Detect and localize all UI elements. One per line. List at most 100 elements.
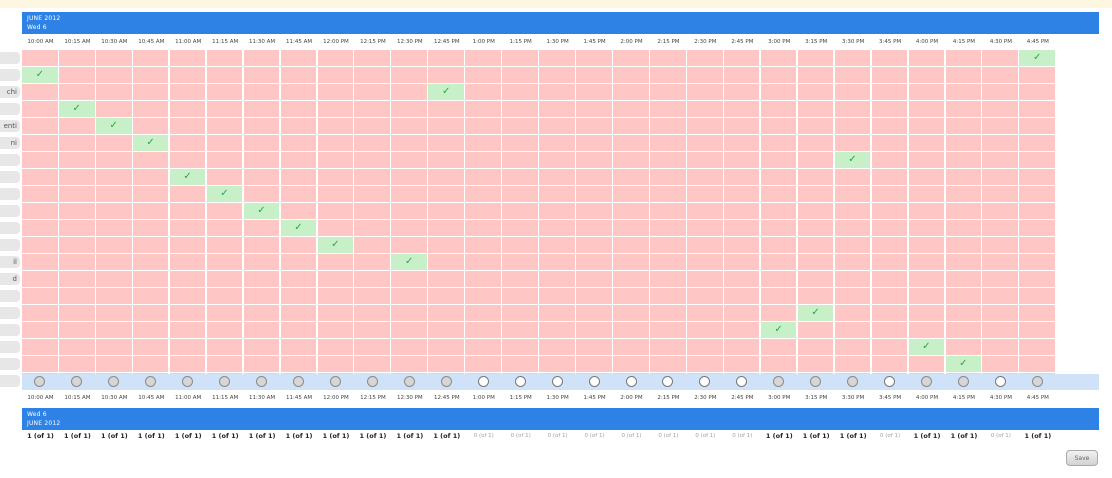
unavailable-cell[interactable] [649, 118, 686, 134]
unavailable-cell[interactable] [613, 186, 649, 202]
unavailable-cell[interactable] [243, 169, 280, 185]
time-radio-filled[interactable] [957, 376, 969, 387]
unavailable-cell[interactable] [613, 288, 649, 304]
unavailable-cell[interactable] [22, 339, 58, 355]
unavailable-cell[interactable] [243, 135, 280, 151]
unavailable-cell[interactable] [982, 118, 1019, 134]
unavailable-cell[interactable] [760, 339, 797, 355]
participant-row-label[interactable] [0, 154, 20, 166]
unavailable-cell[interactable] [243, 118, 280, 134]
time-radio-filled[interactable] [921, 376, 933, 387]
time-radio-filled[interactable] [440, 376, 452, 387]
participant-row-label[interactable] [0, 290, 20, 302]
unavailable-cell[interactable] [871, 254, 908, 270]
unavailable-cell[interactable] [280, 169, 317, 185]
unavailable-cell[interactable] [760, 305, 797, 321]
unavailable-cell[interactable] [58, 305, 95, 321]
unavailable-cell[interactable] [317, 254, 354, 270]
unavailable-cell[interactable] [280, 186, 317, 202]
unavailable-cell[interactable] [465, 50, 501, 66]
unavailable-cell[interactable] [169, 322, 206, 338]
unavailable-cell[interactable] [502, 322, 538, 338]
unavailable-cell[interactable] [132, 50, 169, 66]
time-radio-empty[interactable] [588, 376, 600, 387]
unavailable-cell[interactable] [280, 84, 317, 100]
unavailable-cell[interactable] [576, 50, 612, 66]
unavailable-cell[interactable] [649, 203, 686, 219]
unavailable-cell[interactable] [391, 169, 428, 185]
participant-row-label[interactable] [0, 239, 20, 251]
unavailable-cell[interactable] [243, 356, 280, 372]
unavailable-cell[interactable] [871, 322, 908, 338]
unavailable-cell[interactable] [132, 84, 169, 100]
unavailable-cell[interactable] [502, 186, 538, 202]
unavailable-cell[interactable] [280, 271, 317, 287]
unavailable-cell[interactable] [649, 152, 686, 168]
unavailable-cell[interactable] [169, 254, 206, 270]
unavailable-cell[interactable] [391, 322, 428, 338]
unavailable-cell[interactable] [539, 288, 575, 304]
unavailable-cell[interactable] [723, 84, 760, 100]
time-radio-filled[interactable] [219, 376, 231, 387]
unavailable-cell[interactable] [169, 339, 206, 355]
unavailable-cell[interactable] [576, 101, 612, 117]
unavailable-cell[interactable] [22, 288, 58, 304]
unavailable-cell[interactable] [428, 322, 464, 338]
unavailable-cell[interactable] [317, 356, 354, 372]
unavailable-cell[interactable] [649, 339, 686, 355]
unavailable-cell[interactable] [206, 271, 243, 287]
unavailable-cell[interactable] [206, 322, 243, 338]
unavailable-cell[interactable] [502, 67, 538, 83]
unavailable-cell[interactable] [502, 203, 538, 219]
unavailable-cell[interactable] [871, 237, 908, 253]
unavailable-cell[interactable] [908, 152, 945, 168]
unavailable-cell[interactable] [243, 305, 280, 321]
unavailable-cell[interactable] [576, 84, 612, 100]
unavailable-cell[interactable] [354, 220, 391, 236]
unavailable-cell[interactable] [723, 50, 760, 66]
unavailable-cell[interactable] [354, 67, 391, 83]
unavailable-cell[interactable] [982, 288, 1019, 304]
participant-row-label[interactable] [0, 103, 20, 115]
unavailable-cell[interactable] [760, 288, 797, 304]
unavailable-cell[interactable] [95, 356, 132, 372]
unavailable-cell[interactable] [834, 169, 871, 185]
unavailable-cell[interactable] [982, 101, 1019, 117]
unavailable-cell[interactable] [95, 67, 132, 83]
unavailable-cell[interactable] [428, 169, 464, 185]
participant-row-label[interactable] [0, 324, 20, 336]
unavailable-cell[interactable] [391, 67, 428, 83]
unavailable-cell[interactable] [428, 237, 464, 253]
unavailable-cell[interactable] [132, 339, 169, 355]
unavailable-cell[interactable] [317, 135, 354, 151]
unavailable-cell[interactable] [797, 101, 834, 117]
unavailable-cell[interactable] [834, 305, 871, 321]
unavailable-cell[interactable] [760, 169, 797, 185]
unavailable-cell[interactable] [908, 101, 945, 117]
unavailable-cell[interactable] [1019, 186, 1055, 202]
unavailable-cell[interactable] [317, 186, 354, 202]
unavailable-cell[interactable] [132, 237, 169, 253]
unavailable-cell[interactable] [95, 84, 132, 100]
unavailable-cell[interactable] [317, 339, 354, 355]
unavailable-cell[interactable] [280, 118, 317, 134]
unavailable-cell[interactable] [945, 237, 982, 253]
unavailable-cell[interactable] [169, 135, 206, 151]
time-radio-filled[interactable] [329, 376, 341, 387]
unavailable-cell[interactable] [539, 118, 575, 134]
unavailable-cell[interactable] [1019, 84, 1055, 100]
unavailable-cell[interactable] [908, 186, 945, 202]
unavailable-cell[interactable] [428, 356, 464, 372]
unavailable-cell[interactable] [1019, 203, 1055, 219]
unavailable-cell[interactable] [428, 50, 464, 66]
unavailable-cell[interactable] [649, 322, 686, 338]
time-radio-empty[interactable] [699, 376, 711, 387]
unavailable-cell[interactable] [686, 50, 723, 66]
unavailable-cell[interactable] [613, 220, 649, 236]
unavailable-cell[interactable] [871, 169, 908, 185]
unavailable-cell[interactable] [243, 322, 280, 338]
unavailable-cell[interactable] [317, 220, 354, 236]
participant-row-label[interactable] [0, 205, 20, 217]
unavailable-cell[interactable] [391, 84, 428, 100]
unavailable-cell[interactable] [908, 50, 945, 66]
